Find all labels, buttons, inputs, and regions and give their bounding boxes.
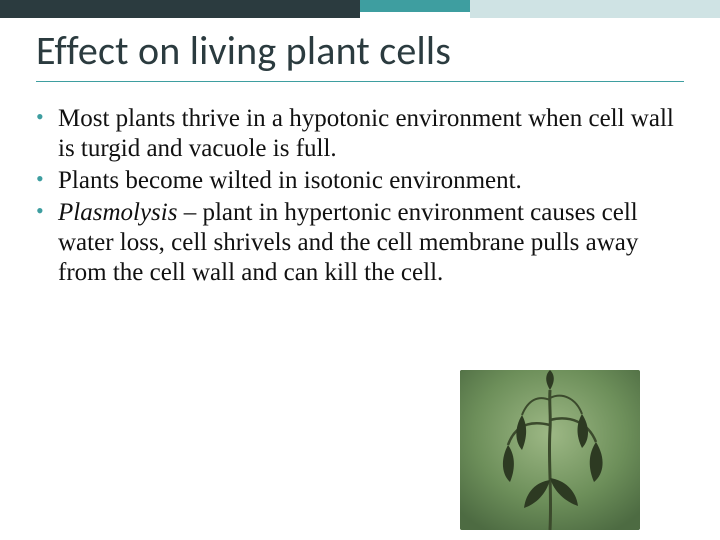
accent-light-segment bbox=[470, 0, 720, 18]
slide-title: Effect on living plant cells bbox=[36, 26, 684, 82]
wilted-plant-icon bbox=[460, 370, 640, 530]
bullet-item: Plasmolysis – plant in hypertonic enviro… bbox=[36, 198, 684, 288]
title-region: Effect on living plant cells bbox=[36, 26, 684, 82]
bullet-list: Most plants thrive in a hypotonic enviro… bbox=[36, 104, 684, 288]
body-content: Most plants thrive in a hypotonic enviro… bbox=[36, 104, 684, 290]
bullet-text: Most plants thrive in a hypotonic enviro… bbox=[58, 105, 674, 162]
bullet-item: Most plants thrive in a hypotonic enviro… bbox=[36, 104, 684, 164]
slide: Effect on living plant cells Most plants… bbox=[0, 0, 720, 540]
accent-teal-segment bbox=[360, 0, 470, 12]
bullet-item: Plants become wilted in isotonic environ… bbox=[36, 166, 684, 196]
top-accent-bar bbox=[0, 0, 720, 18]
accent-dark-segment bbox=[0, 0, 360, 18]
bullet-text: Plants become wilted in isotonic environ… bbox=[58, 167, 522, 194]
bullet-term: Plasmolysis bbox=[58, 199, 177, 226]
wilted-plant-image bbox=[460, 370, 640, 530]
